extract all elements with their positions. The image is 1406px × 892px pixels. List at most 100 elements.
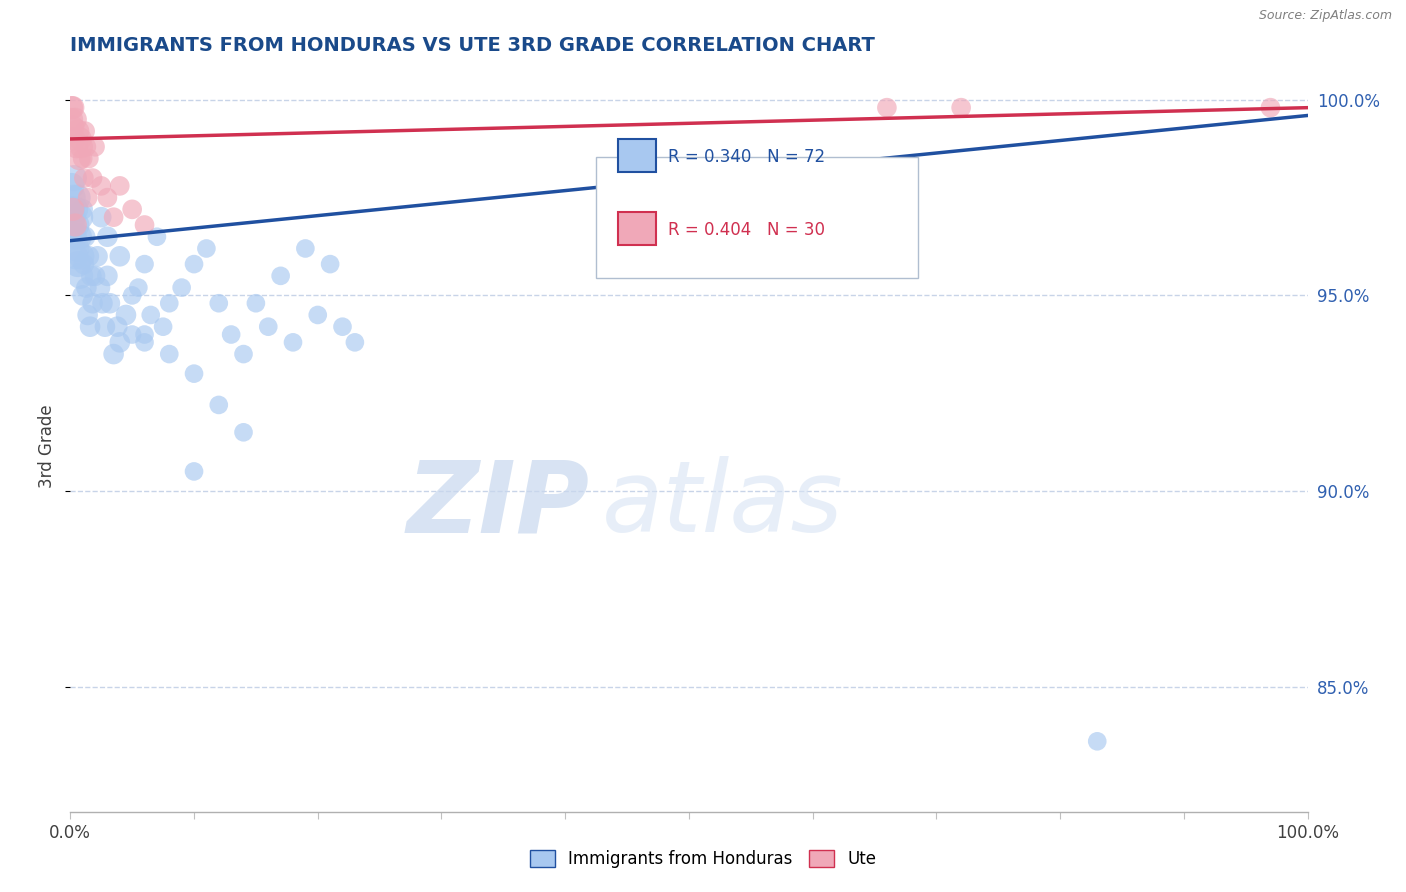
- Point: [146, 229, 169, 244]
- Point: [121, 288, 143, 302]
- Point: [60, 112, 83, 127]
- Point: [82, 171, 104, 186]
- Point: [91, 296, 114, 310]
- Point: [108, 178, 131, 193]
- Point: [60, 178, 83, 193]
- Point: [96, 229, 118, 244]
- Point: [134, 218, 156, 232]
- Point: [103, 347, 125, 361]
- Point: [281, 335, 304, 350]
- Point: [76, 191, 98, 205]
- Point: [75, 124, 97, 138]
- Point: [183, 367, 205, 381]
- Text: atlas: atlas: [602, 456, 844, 553]
- Point: [62, 210, 84, 224]
- Point: [65, 218, 87, 232]
- Point: [103, 210, 125, 224]
- Point: [69, 210, 91, 224]
- Point: [79, 319, 101, 334]
- Legend: Immigrants from Honduras, Ute: Immigrants from Honduras, Ute: [523, 843, 883, 875]
- Point: [90, 178, 112, 193]
- Point: [80, 268, 103, 283]
- Point: [60, 101, 83, 115]
- Point: [65, 140, 87, 154]
- Point: [157, 347, 180, 361]
- Y-axis label: 3rd Grade: 3rd Grade: [38, 404, 56, 488]
- Text: IMMIGRANTS FROM HONDURAS VS UTE 3RD GRADE CORRELATION CHART: IMMIGRANTS FROM HONDURAS VS UTE 3RD GRAD…: [70, 36, 875, 54]
- Point: [84, 268, 107, 283]
- Point: [183, 465, 205, 479]
- Point: [108, 335, 131, 350]
- Text: Source: ZipAtlas.com: Source: ZipAtlas.com: [1258, 9, 1392, 22]
- Point: [134, 335, 156, 350]
- Point: [134, 327, 156, 342]
- Point: [69, 132, 91, 146]
- Point: [108, 249, 131, 263]
- Point: [65, 202, 87, 217]
- Point: [183, 257, 205, 271]
- Point: [72, 152, 94, 166]
- Point: [270, 268, 292, 283]
- Point: [332, 319, 354, 334]
- Point: [139, 308, 162, 322]
- Point: [63, 171, 86, 186]
- Bar: [619, 212, 655, 245]
- Point: [75, 229, 97, 244]
- Point: [62, 202, 84, 217]
- Point: [65, 218, 87, 232]
- Point: [208, 398, 231, 412]
- Point: [70, 249, 93, 263]
- Point: [245, 296, 267, 310]
- Point: [96, 268, 118, 283]
- Point: [73, 171, 96, 186]
- Point: [60, 218, 83, 232]
- Point: [343, 335, 366, 350]
- Point: [94, 319, 117, 334]
- Point: [84, 140, 107, 154]
- Point: [127, 280, 149, 294]
- Point: [208, 296, 231, 310]
- Point: [66, 257, 89, 271]
- Point: [232, 425, 254, 440]
- Point: [121, 327, 143, 342]
- Bar: [619, 139, 655, 171]
- Point: [65, 249, 87, 263]
- Point: [77, 249, 100, 263]
- Text: ZIP: ZIP: [406, 456, 591, 553]
- Point: [66, 191, 89, 205]
- Point: [77, 152, 100, 166]
- Point: [105, 319, 128, 334]
- Point: [115, 308, 138, 322]
- Point: [134, 257, 156, 271]
- Point: [319, 257, 342, 271]
- Point: [65, 112, 87, 127]
- Point: [195, 242, 218, 256]
- Point: [62, 101, 84, 115]
- Point: [89, 280, 111, 294]
- Point: [152, 319, 174, 334]
- Point: [63, 229, 86, 244]
- Point: [62, 191, 84, 205]
- Point: [62, 120, 84, 135]
- Point: [98, 296, 121, 310]
- Point: [82, 296, 104, 310]
- FancyBboxPatch shape: [596, 157, 918, 277]
- Point: [307, 308, 329, 322]
- Point: [72, 288, 94, 302]
- Text: R = 0.404   N = 30: R = 0.404 N = 30: [668, 221, 825, 239]
- Point: [1260, 101, 1282, 115]
- Text: R = 0.340   N = 72: R = 0.340 N = 72: [668, 148, 825, 166]
- Point: [76, 308, 98, 322]
- Point: [72, 202, 94, 217]
- Point: [63, 132, 86, 146]
- Point: [294, 242, 316, 256]
- Point: [876, 101, 898, 115]
- Point: [121, 202, 143, 217]
- Point: [232, 347, 254, 361]
- Point: [75, 280, 97, 294]
- Point: [170, 280, 193, 294]
- Point: [157, 296, 180, 310]
- Point: [67, 152, 90, 166]
- Point: [96, 191, 118, 205]
- Point: [66, 124, 89, 138]
